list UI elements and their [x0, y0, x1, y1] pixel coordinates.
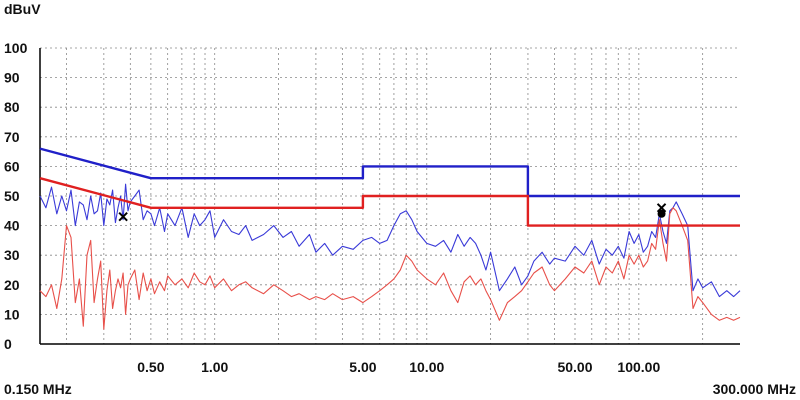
y-tick-label: 10 [4, 306, 20, 322]
x-start-label: 0.150 MHz [4, 381, 72, 397]
x-tick-label: 5.00 [349, 359, 376, 375]
peak-marker-dot [657, 209, 666, 218]
x-tick-label: 50.00 [557, 359, 592, 375]
red-measurement-trace [39, 207, 741, 330]
peak-marker-x [118, 212, 128, 222]
marker-stroke [118, 212, 128, 222]
y-tick-label: 70 [4, 129, 20, 145]
x-tick-label: 10.00 [409, 359, 444, 375]
y-tick-label: 60 [4, 158, 20, 174]
chart-series [39, 147, 741, 330]
peak-marker-x [656, 203, 667, 213]
y-tick-label: 30 [4, 247, 20, 263]
x-tick-label: 1.00 [201, 359, 228, 375]
y-axis-label: dBuV [4, 1, 41, 17]
blue-limit-line [39, 147, 740, 198]
x-tick-label: 100.00 [617, 359, 660, 375]
y-tick-label: 50 [4, 188, 20, 204]
y-tick-label: 100 [4, 40, 28, 56]
y-tick-label: 40 [4, 218, 20, 234]
blue-measurement-trace [39, 183, 741, 298]
y-tick-label: 20 [4, 277, 20, 293]
x-tick-labels: 0.50 1.00 5.00 10.00 50.00 100.00 [137, 359, 660, 375]
chart-grid [39, 47, 740, 345]
marker-stroke [656, 203, 667, 213]
y-tick-label: 80 [4, 99, 20, 115]
y-tick-label: 90 [4, 70, 20, 86]
red-limit-line [39, 177, 740, 227]
y-tick-label: 0 [4, 336, 12, 352]
x-tick-label: 0.50 [137, 359, 164, 375]
chart-markers [118, 203, 667, 222]
y-tick-labels: 0 10 20 30 40 50 60 70 80 90 100 [4, 40, 28, 352]
x-end-label: 300.000 MHz [713, 381, 796, 397]
